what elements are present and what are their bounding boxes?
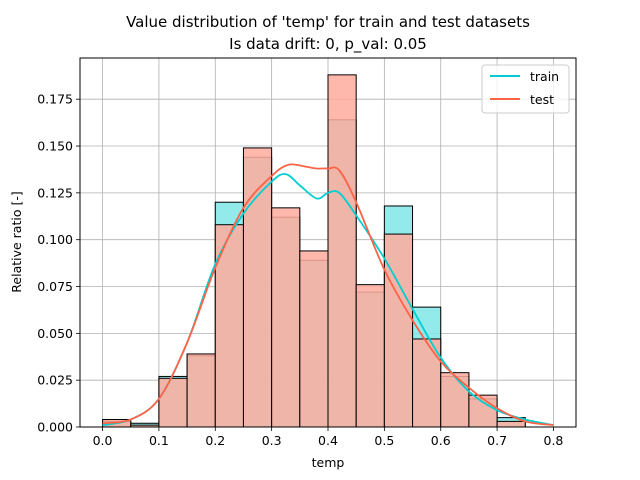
y-axis-ticks: 0.000 0.025 0.050 0.075 0.100 0.125 0.150 0.175	[37, 92, 80, 435]
y-tick-label: 0.075	[37, 279, 73, 294]
chart-title: Value distribution of 'temp' for train a…	[126, 13, 530, 31]
test-bar	[355, 284, 385, 428]
x-tick-label: 0.7	[487, 433, 507, 448]
legend: train test	[481, 64, 570, 114]
x-tick-label: 0.3	[262, 433, 282, 448]
test-bar	[186, 353, 216, 428]
test-kde-line	[102, 163, 554, 427]
test-bar	[158, 377, 188, 428]
y-tick-label: 0.100	[37, 232, 73, 247]
test-bar	[496, 420, 526, 428]
x-tick-label: 0.0	[93, 433, 113, 448]
x-tick-label: 0.1	[149, 433, 169, 448]
x-tick-label: 0.2	[205, 433, 225, 448]
x-axis-label: temp	[312, 455, 345, 470]
test-bar	[327, 74, 357, 428]
test-bar	[299, 250, 329, 428]
chart-subtitle: Is data drift: 0, p_val: 0.05	[229, 35, 427, 54]
legend-train-label: train	[530, 69, 559, 84]
x-tick-label: 0.4	[318, 433, 338, 448]
x-tick-label: 0.5	[374, 433, 394, 448]
y-tick-label: 0.050	[37, 326, 73, 341]
y-tick-label: 0.025	[37, 373, 73, 388]
x-tick-label: 0.6	[431, 433, 451, 448]
y-tick-label: 0.000	[37, 420, 73, 435]
test-bar	[468, 394, 498, 428]
test-bar	[271, 207, 301, 428]
y-tick-label: 0.150	[37, 139, 73, 154]
test-bar	[440, 372, 470, 428]
y-axis-label: Relative ratio [-]	[9, 191, 24, 292]
y-tick-label: 0.175	[37, 92, 73, 107]
x-axis-ticks: 0.0 0.1 0.2 0.3 0.4 0.5 0.6 0.7 0.8	[93, 427, 564, 448]
kde-curves	[102, 163, 554, 427]
legend-test-label: test	[530, 92, 554, 107]
test-bar	[242, 147, 273, 428]
test-bar	[383, 233, 414, 428]
x-tick-label: 0.8	[544, 433, 564, 448]
y-tick-label: 0.125	[37, 185, 73, 200]
